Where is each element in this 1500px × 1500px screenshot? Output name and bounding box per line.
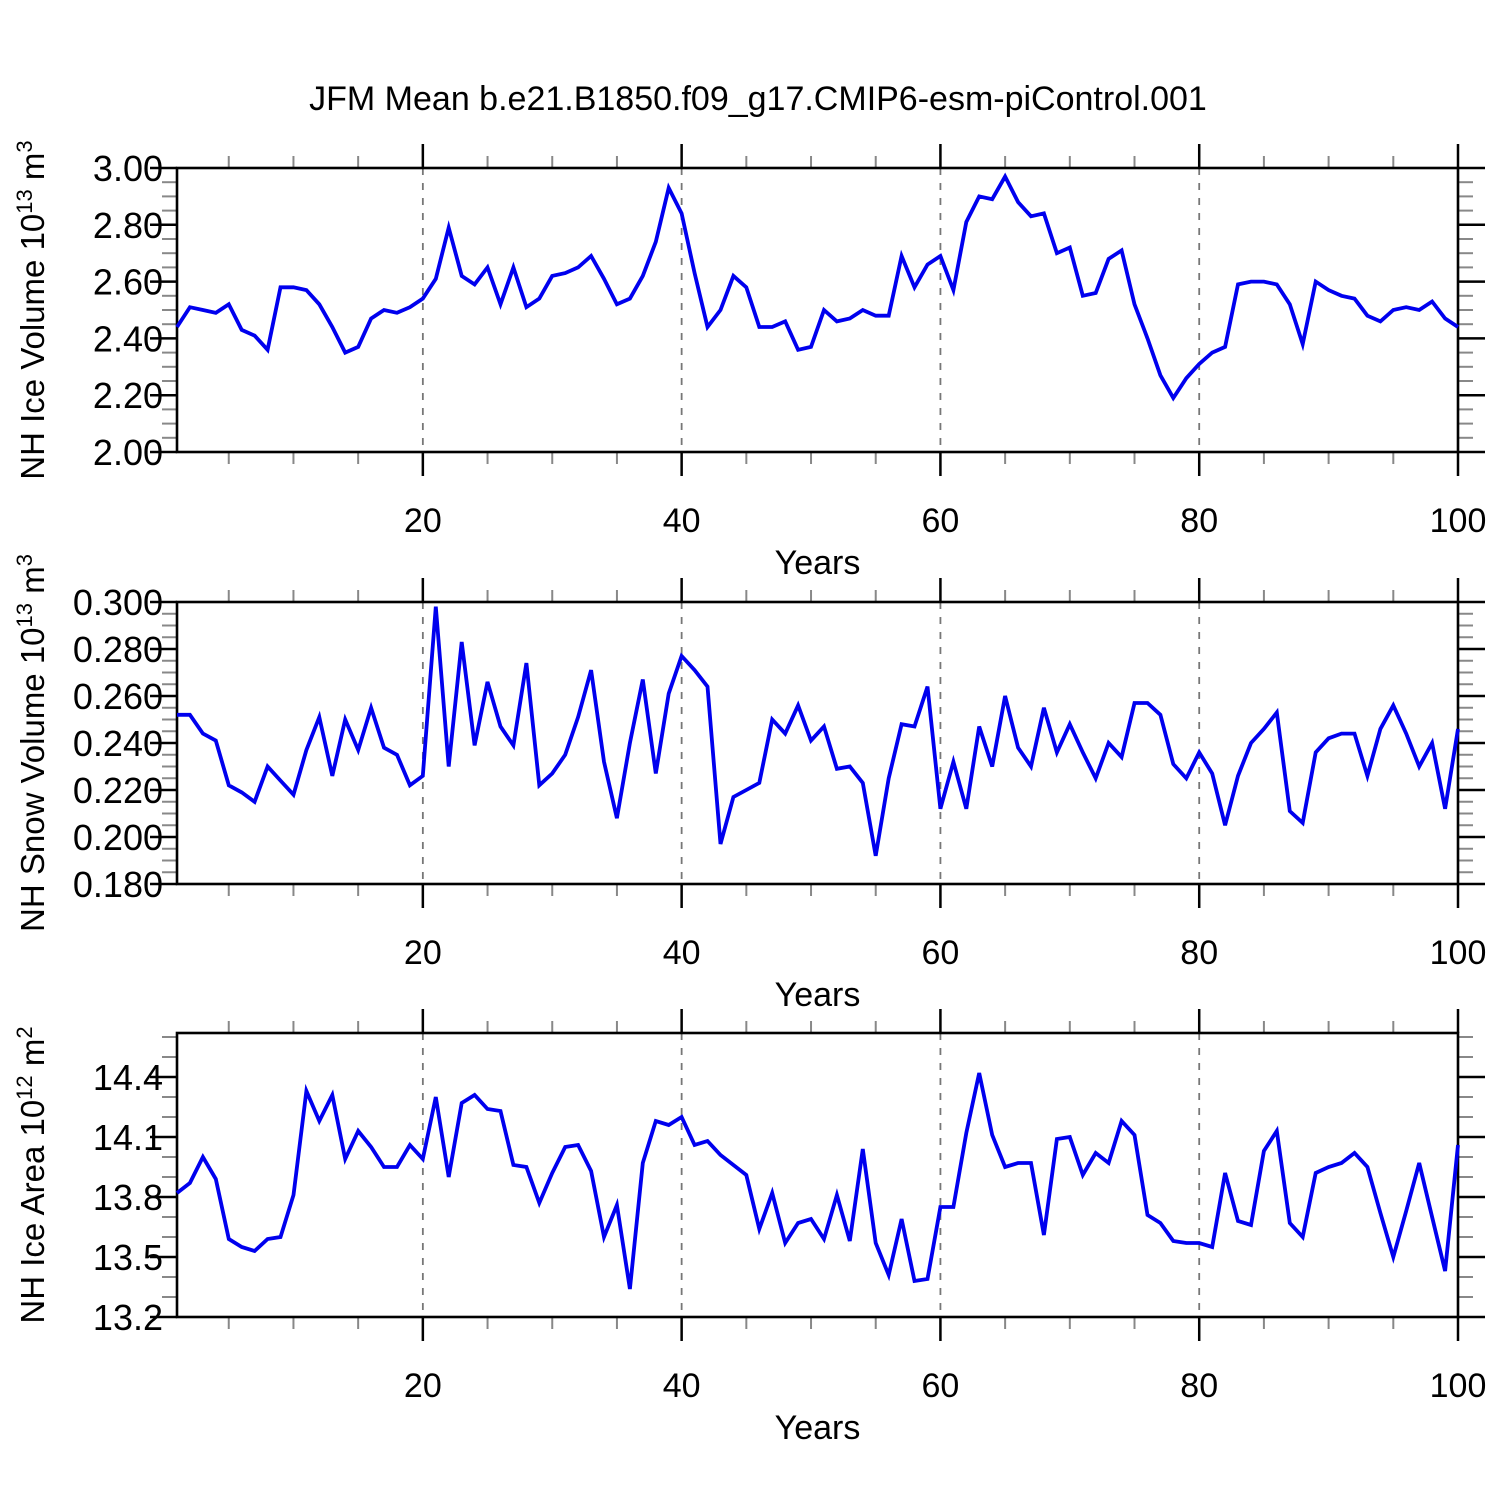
y-tick-label: 2.80	[93, 205, 163, 246]
x-axis-title: Years	[775, 1409, 861, 1447]
plot-frame	[175, 166, 1460, 454]
panel-nh-ice-area: 13.2 13.5 13.8 14.1 14.4 20 40 60 80 100 Years NH I…	[12, 1009, 1486, 1447]
y-axis-title: NH Snow Volume 1013 m3	[12, 554, 51, 932]
y-tick-label: 0.180	[73, 864, 163, 905]
x-tick-label: 80	[1180, 1367, 1218, 1405]
plot-frame	[175, 600, 1460, 886]
x-axis-title: Years	[775, 976, 861, 1014]
x-tick-label: 100	[1430, 934, 1487, 972]
y-tick-label: 0.280	[73, 629, 163, 670]
x-tick-label: 100	[1430, 502, 1487, 540]
y-axis-title: NH Ice Volume 1013 m3	[12, 140, 51, 479]
x-tick-label: 80	[1180, 502, 1218, 540]
y-tick-label: 0.220	[73, 770, 163, 811]
x-tick-label: 100	[1430, 1367, 1487, 1405]
y-tick-label: 13.8	[93, 1177, 163, 1218]
series-nh-snow-volume	[177, 606, 1460, 857]
y-tick-label: 2.40	[93, 318, 163, 359]
y-tick-label: 0.200	[73, 817, 163, 858]
panel-nh-ice-volume: 2.00 2.20 2.40 2.60 2.80 3.00 20 40 60 80 100 Years…	[12, 140, 1486, 582]
y-tick-label: 13.2	[93, 1297, 163, 1338]
panel-nh-snow-volume: 0.180 0.200 0.220 0.240 0.260 0.280 0.300 20 40 6…	[12, 554, 1486, 1014]
y-tick-label: 2.60	[93, 262, 163, 303]
y-tick-label: 13.5	[93, 1237, 163, 1278]
series-nh-ice-volume	[175, 172, 1460, 402]
x-tick-label: 60	[922, 502, 960, 540]
y-tick-label: 14.4	[93, 1057, 163, 1098]
y-tick-label: 0.260	[73, 676, 163, 717]
figure-title: JFM Mean b.e21.B1850.f09_g17.CMIP6-esm-p…	[309, 80, 1207, 118]
y-tick-label: 14.1	[93, 1117, 163, 1158]
x-tick-label: 80	[1180, 934, 1218, 972]
plot-frame	[175, 1031, 1460, 1319]
y-tick-label: 3.00	[93, 148, 163, 189]
y-tick-label: 0.300	[73, 582, 163, 623]
x-tick-label: 60	[922, 1367, 960, 1405]
x-axis-title: Years	[775, 544, 861, 582]
y-tick-label: 0.240	[73, 723, 163, 764]
x-tick-label: 60	[922, 934, 960, 972]
x-tick-label: 40	[663, 934, 701, 972]
x-tick-label: 20	[404, 934, 442, 972]
y-tick-label: 2.20	[93, 375, 163, 416]
x-tick-label: 40	[663, 502, 701, 540]
series-nh-ice-area	[175, 1072, 1460, 1290]
x-tick-label: 20	[404, 1367, 442, 1405]
y-tick-label: 2.00	[93, 432, 163, 473]
x-tick-label: 40	[663, 1367, 701, 1405]
x-tick-label: 20	[404, 502, 442, 540]
y-axis-title: NH Ice Area 1012 m2	[12, 1026, 51, 1323]
